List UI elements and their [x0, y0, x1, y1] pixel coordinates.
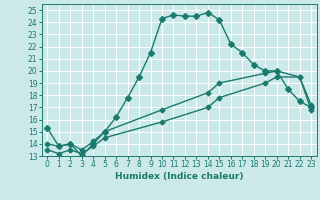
X-axis label: Humidex (Indice chaleur): Humidex (Indice chaleur): [115, 172, 244, 181]
